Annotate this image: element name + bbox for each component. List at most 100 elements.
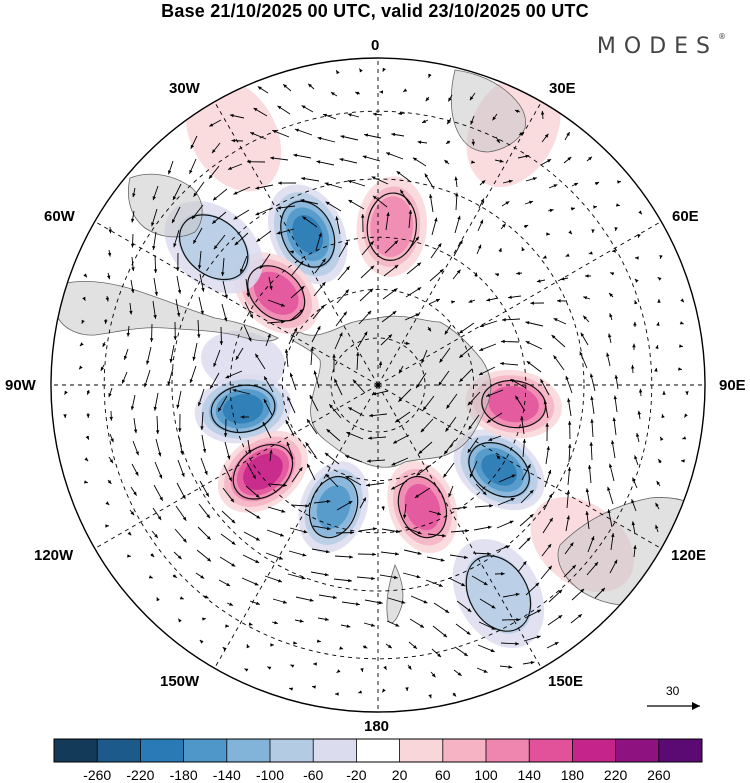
wind-vector-head bbox=[177, 555, 182, 560]
wind-vector-head bbox=[515, 592, 520, 597]
wind-vector bbox=[381, 505, 385, 511]
wind-vector bbox=[290, 664, 295, 668]
wind-vector-head bbox=[253, 108, 258, 112]
wind-vector-head bbox=[133, 491, 137, 496]
wind-vector-head bbox=[233, 191, 238, 195]
wind-vector-head bbox=[420, 624, 424, 628]
wind-vector bbox=[523, 635, 541, 642]
wind-vector-head bbox=[85, 435, 89, 440]
wind-vector bbox=[476, 667, 488, 673]
wind-vector bbox=[477, 219, 484, 232]
colorbar-label: 180 bbox=[560, 767, 585, 783]
wind-vector-head bbox=[255, 601, 260, 605]
wind-vector bbox=[427, 326, 432, 332]
wind-vector bbox=[289, 308, 304, 322]
wind-vector bbox=[362, 645, 368, 649]
wind-vector-head bbox=[233, 216, 238, 220]
wind-vector bbox=[408, 641, 418, 650]
wind-vector bbox=[175, 298, 181, 317]
wind-vector bbox=[540, 110, 545, 120]
wind-vector bbox=[313, 499, 331, 504]
wind-vector bbox=[356, 351, 360, 371]
wind-vector-head bbox=[456, 269, 461, 274]
wind-vector bbox=[514, 109, 521, 113]
wind-vector-head bbox=[471, 141, 475, 146]
greenland-landmass bbox=[128, 173, 203, 238]
wind-vector bbox=[655, 344, 659, 349]
wind-vector-head bbox=[567, 421, 572, 425]
wind-vector bbox=[553, 355, 565, 371]
wind-vector bbox=[446, 117, 452, 125]
wind-vector bbox=[121, 371, 128, 384]
wind-vector-head bbox=[429, 194, 433, 198]
wind-vector-head bbox=[83, 273, 87, 278]
wind-vector-head bbox=[335, 216, 339, 221]
wind-vector bbox=[289, 250, 295, 254]
wind-vector-head bbox=[213, 245, 218, 250]
wind-vector bbox=[192, 342, 198, 361]
wind-vector bbox=[471, 138, 475, 146]
wind-vector bbox=[526, 360, 542, 373]
wind-vector bbox=[387, 597, 406, 604]
wind-vector-head bbox=[680, 298, 684, 303]
wind-vector-head bbox=[417, 530, 422, 535]
wind-vector bbox=[263, 376, 274, 393]
wind-vector bbox=[246, 644, 250, 649]
wind-vector-head bbox=[350, 530, 354, 535]
wind-vector-head bbox=[317, 639, 321, 643]
wind-vector-head bbox=[606, 352, 610, 357]
wind-vector-head bbox=[363, 331, 368, 336]
wind-vector-head bbox=[481, 180, 486, 184]
wind-vector-head bbox=[454, 176, 458, 181]
wind-vector-head bbox=[64, 390, 68, 395]
wind-vector bbox=[357, 331, 368, 348]
anomaly-band-0-120 bbox=[370, 196, 414, 258]
wind-vector bbox=[448, 577, 466, 587]
wind-vector bbox=[235, 347, 244, 361]
wind-vector bbox=[500, 361, 519, 366]
wind-vector bbox=[426, 556, 445, 562]
wind-vector-head bbox=[479, 347, 484, 351]
wind-vector-head bbox=[176, 267, 180, 271]
wind-vector-head bbox=[589, 373, 594, 378]
wind-vector bbox=[372, 112, 383, 116]
wind-vector-head bbox=[278, 579, 282, 583]
wind-vector bbox=[634, 455, 639, 466]
wind-vector-head bbox=[361, 214, 365, 218]
wind-vector-head bbox=[352, 379, 357, 384]
wind-vector bbox=[656, 321, 660, 326]
brand-trademark: ® bbox=[718, 32, 726, 41]
wind-vector bbox=[486, 412, 503, 423]
wind-vector-head bbox=[588, 156, 592, 161]
wind-vector-head bbox=[585, 488, 590, 493]
contour-line-5 bbox=[210, 384, 276, 434]
wind-vector bbox=[518, 132, 524, 136]
wind-vector-head bbox=[267, 333, 271, 338]
wind-vector bbox=[428, 298, 441, 305]
wind-vector-head bbox=[312, 685, 316, 689]
colorbar-label: 100 bbox=[474, 767, 498, 783]
wind-vector bbox=[474, 504, 493, 508]
wind-vector-head bbox=[594, 562, 598, 566]
lon-label-0: 0 bbox=[371, 37, 380, 54]
wind-vector bbox=[541, 543, 552, 557]
wind-vector-head bbox=[324, 182, 329, 186]
wind-vector-head bbox=[197, 334, 201, 338]
wind-vector bbox=[223, 464, 233, 482]
wind-vector bbox=[570, 613, 583, 624]
wind-vector bbox=[680, 459, 685, 463]
wind-vector bbox=[314, 258, 326, 274]
wind-vector-head bbox=[225, 375, 230, 379]
wind-vector bbox=[450, 529, 469, 533]
wind-vector-head bbox=[300, 286, 305, 290]
wind-vector bbox=[501, 318, 521, 322]
wind-vector bbox=[553, 317, 567, 325]
wind-vector-head bbox=[348, 200, 353, 204]
wind-vector bbox=[422, 395, 435, 411]
wind-vector bbox=[498, 474, 516, 483]
wind-vector bbox=[548, 589, 563, 603]
wind-vector-head bbox=[414, 494, 419, 498]
wind-vector-head bbox=[387, 644, 392, 649]
wind-vector bbox=[425, 579, 443, 587]
wind-vector bbox=[631, 364, 635, 374]
